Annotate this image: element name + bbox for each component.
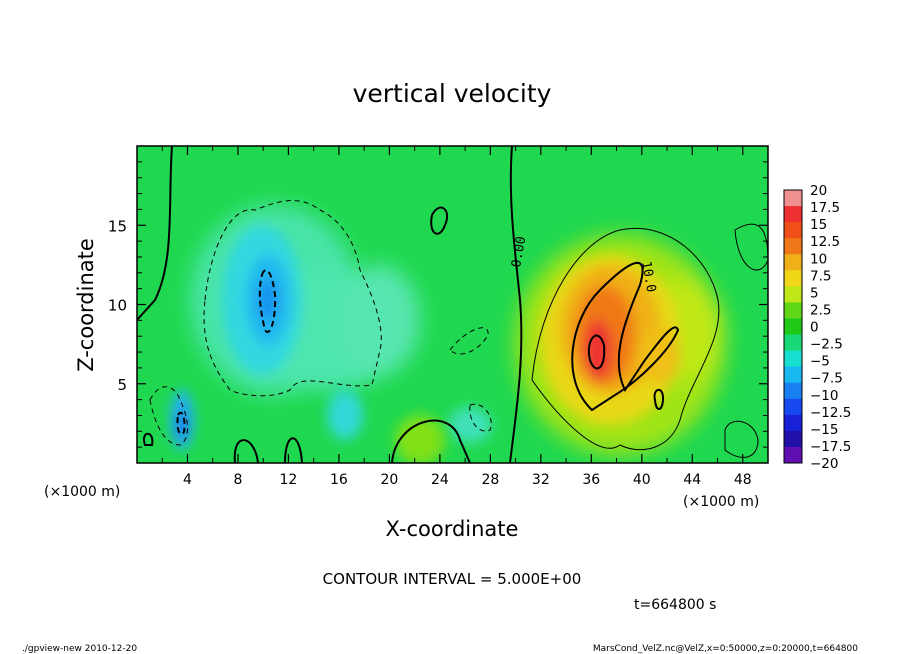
y-axis: 5 10 15: [108, 161, 768, 448]
colorbar-swatch: [784, 238, 802, 255]
footer-right: MarsCond_VelZ.nc@VelZ,x=0:50000,z=0:2000…: [593, 644, 858, 654]
x-tick-label: 40: [633, 472, 651, 488]
x-tick-label: 36: [582, 472, 600, 488]
x-tick-label: 28: [481, 472, 499, 488]
colorbar-swatch: [784, 254, 802, 271]
colorbar-swatch: [784, 302, 802, 319]
colorbar-label: 12.5: [810, 234, 840, 250]
colorbar-swatch: [784, 366, 802, 384]
colorbar-label: 17.5: [810, 200, 840, 216]
velocity-field: [137, 146, 768, 463]
colorbar-label: −7.5: [810, 371, 843, 387]
colorbar-label: −20: [810, 456, 839, 472]
colorbar-swatch: [784, 190, 802, 207]
colorbar-label: 15: [810, 217, 827, 233]
colorbar-label: 2.5: [810, 302, 831, 318]
x-axis-label: X-coordinate: [386, 517, 519, 541]
colorbar-swatch: [784, 206, 802, 223]
colorbar-frame: [783, 189, 803, 464]
x-tick-label: 16: [330, 472, 348, 488]
y-axis-label: Z-coordinate: [74, 238, 98, 372]
colorbar-label: −17.5: [810, 439, 851, 455]
footer-left: ./gpview-new 2010-12-20: [22, 644, 137, 654]
x-tick-label: 44: [683, 472, 701, 488]
y-tick-label: 15: [108, 217, 127, 235]
colorbar-label: 7.5: [810, 268, 831, 284]
y-tick-label: 10: [108, 297, 127, 315]
colorbar-swatch: [784, 270, 802, 287]
x-tick-label: 20: [380, 472, 398, 488]
x-axis: 4 8 12 16 20 24 28 32 36 40 44 48: [161, 146, 752, 488]
contour-label-zero: 0.00: [509, 235, 529, 268]
x-tick-label: 24: [431, 472, 449, 488]
time-text: t=664800 s: [634, 597, 716, 613]
colorbar-label: −15: [810, 422, 839, 438]
x-tick-label: 48: [734, 472, 752, 488]
colorbar-swatch: [784, 334, 802, 352]
colorbar-label: 0: [810, 320, 819, 336]
x-tick-label: 8: [233, 472, 242, 488]
z-unit-label: (×1000 m): [683, 494, 759, 510]
colorbar-swatch: [784, 382, 802, 400]
colorbar-label: −2.5: [810, 337, 843, 353]
colorbar-label: −10: [810, 388, 839, 404]
colorbar-swatch: [784, 446, 802, 464]
chart-title: vertical velocity: [353, 79, 552, 108]
x-unit-label: (×1000 m): [44, 484, 120, 500]
colorbar-label: 20: [810, 183, 827, 199]
colorbar-swatch: [784, 318, 802, 336]
contour-interval-text: CONTOUR INTERVAL = 5.000E+00: [323, 570, 582, 588]
x-tick-label: 4: [183, 472, 192, 488]
colorbar-swatch: [784, 222, 802, 239]
colorbar-swatch: [784, 398, 802, 416]
contour-label-ten: 10.0: [638, 260, 658, 293]
colorbar-swatch: [784, 414, 802, 432]
colorbar-label: −5: [810, 354, 830, 370]
y-tick-label: 5: [117, 376, 127, 394]
x-tick-label: 12: [280, 472, 298, 488]
colorbar-swatch: [784, 350, 802, 368]
colorbar-swatch: [784, 430, 802, 448]
colorbar-label: 5: [810, 285, 819, 301]
colorbar-label: 10: [810, 251, 827, 267]
colorbar-swatch: [784, 286, 802, 303]
colorbar-label: −12.5: [810, 405, 851, 421]
x-tick-label: 32: [532, 472, 550, 488]
